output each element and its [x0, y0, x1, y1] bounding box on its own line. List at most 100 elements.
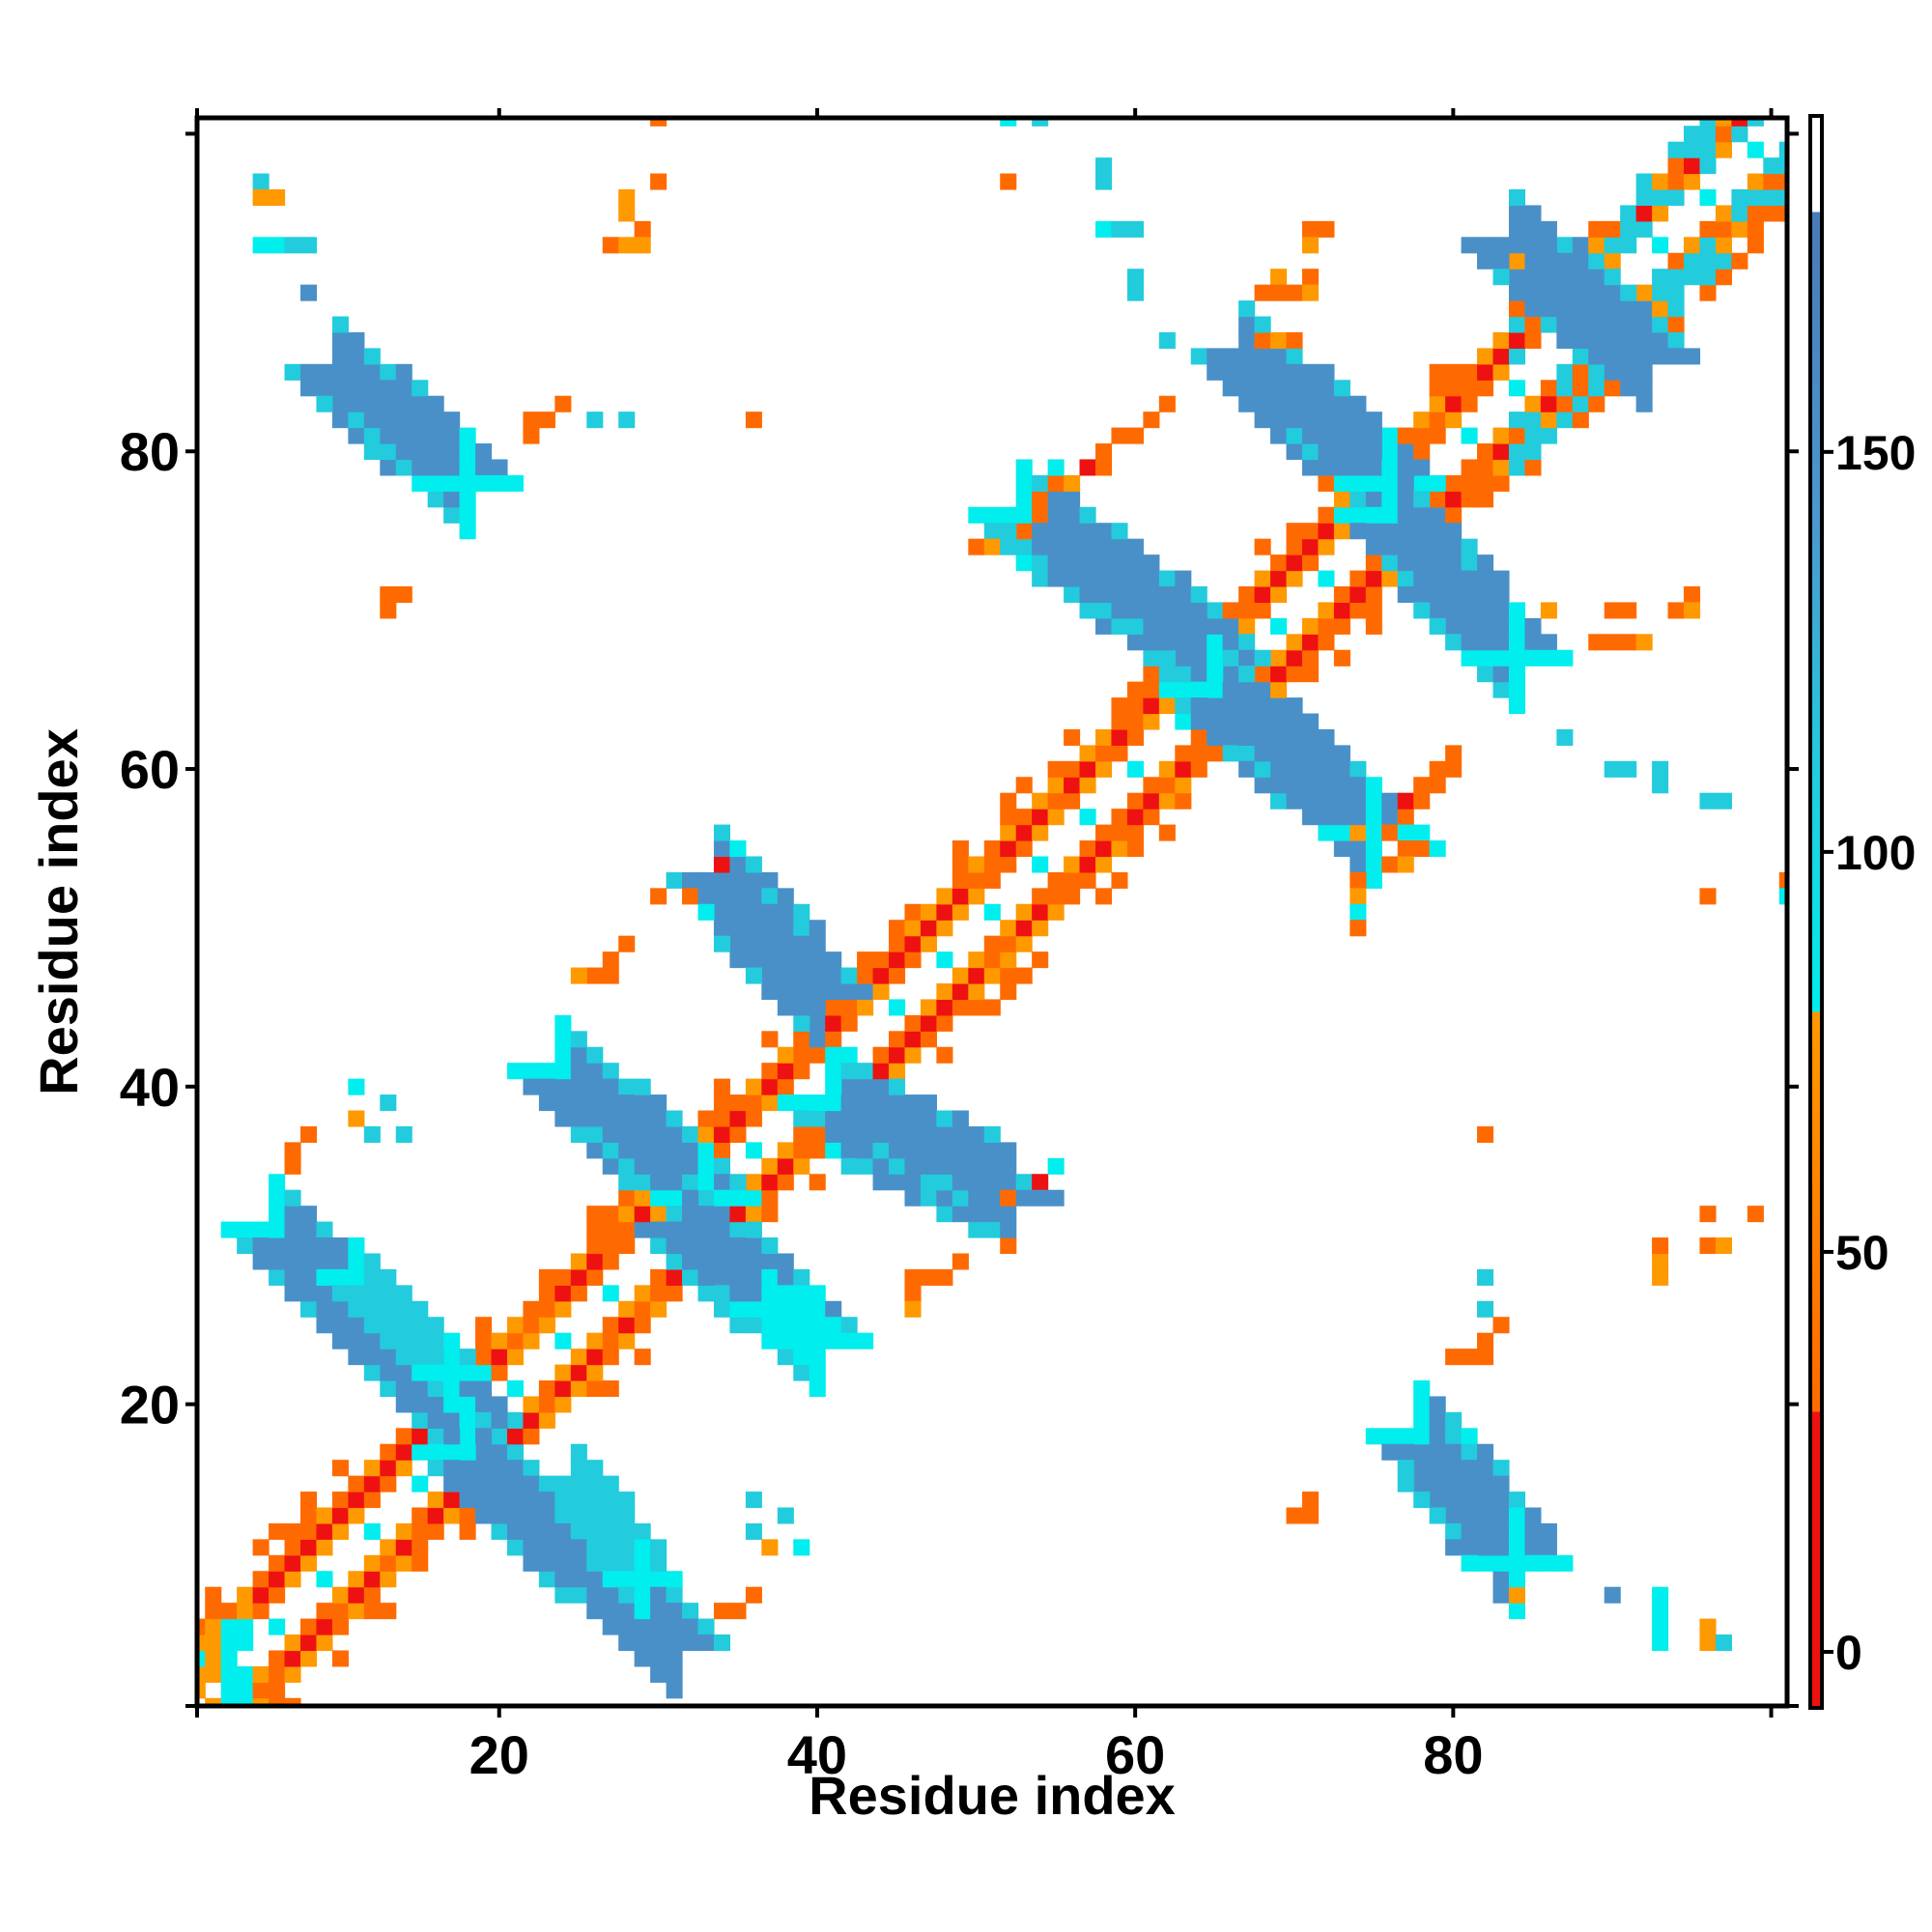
heatmap-cell: [1318, 634, 1335, 651]
x-tick-label: 40: [787, 1724, 847, 1785]
heatmap-cell: [1286, 666, 1303, 683]
heatmap-cell: [920, 920, 937, 937]
heatmap-cell: [586, 1475, 604, 1492]
heatmap-cell: [506, 1443, 525, 1461]
heatmap-cell: [729, 1285, 747, 1302]
heatmap-cell: [1699, 1634, 1717, 1652]
heatmap-cell: [1175, 617, 1192, 635]
heatmap-cell: [1747, 141, 1764, 158]
heatmap-cell: [459, 506, 476, 524]
heatmap-cell: [1445, 538, 1463, 555]
heatmap-cell: [205, 1665, 222, 1683]
heatmap-cell: [1667, 141, 1685, 158]
heatmap-cell: [1620, 760, 1637, 778]
heatmap-cell: [1158, 585, 1176, 604]
heatmap-cell: [459, 1475, 476, 1492]
heatmap-cell: [1079, 871, 1096, 889]
heatmap-cell: [602, 1539, 619, 1556]
heatmap-cell: [1301, 237, 1320, 254]
heatmap-cell: [395, 1554, 412, 1572]
heatmap-cell: [618, 1603, 636, 1620]
heatmap-cell: [1333, 506, 1350, 524]
heatmap-cell: [618, 1634, 636, 1652]
heatmap-cell: [745, 1253, 762, 1270]
heatmap-cell: [1635, 395, 1653, 412]
heatmap-cell: [1477, 1539, 1494, 1556]
heatmap-cell: [1000, 982, 1017, 1001]
heatmap-cell: [1143, 697, 1160, 715]
heatmap-cell: [237, 1634, 254, 1652]
heatmap-cell: [1620, 380, 1637, 397]
heatmap-cell: [936, 1142, 953, 1159]
heatmap-cell: [1333, 649, 1350, 667]
heatmap-cell: [570, 1253, 587, 1270]
colorbar-scale: [1808, 114, 1824, 1710]
heatmap-cell: [1318, 523, 1335, 540]
heatmap-cell: [1207, 617, 1224, 635]
heatmap-cell: [602, 1094, 619, 1112]
heatmap-cell: [1301, 443, 1320, 461]
heatmap-cell: [1445, 1539, 1463, 1556]
heatmap-cell: [1413, 474, 1431, 492]
heatmap-cell: [729, 1300, 747, 1318]
heatmap-cell: [1158, 760, 1176, 778]
heatmap-cell: [777, 1094, 794, 1112]
heatmap-cell: [586, 967, 604, 984]
heatmap-cell: [968, 871, 985, 889]
heatmap-cell: [1301, 713, 1320, 730]
heatmap-cell: [1333, 840, 1350, 858]
heatmap-cell: [570, 1046, 587, 1064]
heatmap-cell: [554, 1268, 572, 1286]
heatmap-cell: [1429, 1492, 1446, 1509]
heatmap-cell: [602, 1142, 619, 1159]
heatmap-cell: [936, 1046, 953, 1064]
heatmap-cell: [729, 1237, 747, 1255]
heatmap-cell: [1477, 1460, 1494, 1477]
heatmap-cell: [506, 1460, 525, 1477]
heatmap-cell: [1301, 363, 1320, 381]
heatmap-cell: [602, 1157, 619, 1175]
heatmap-cell: [586, 1125, 604, 1143]
heatmap-cell: [1015, 523, 1033, 540]
heatmap-cell: [363, 1285, 381, 1302]
heatmap-cell: [1365, 459, 1382, 476]
heatmap-cell: [1175, 792, 1192, 810]
heatmap-cell: [697, 1634, 715, 1652]
heatmap-cell: [491, 1396, 508, 1413]
heatmap-cell: [1094, 173, 1113, 190]
heatmap-cell: [618, 1507, 636, 1524]
heatmap-cell: [363, 412, 381, 429]
heatmap-cell: [1620, 300, 1637, 318]
heatmap-cell: [412, 1317, 429, 1334]
heatmap-cell: [1556, 237, 1574, 254]
heatmap-cell: [380, 1603, 397, 1620]
heatmap-cell: [1222, 649, 1239, 667]
heatmap-cell: [840, 1332, 858, 1350]
heatmap-cell: [395, 1349, 412, 1366]
heatmap-cell: [983, 1125, 1001, 1143]
heatmap-cell: [1270, 666, 1288, 683]
heatmap-cell: [1445, 1492, 1463, 1509]
heatmap-cell: [252, 1586, 270, 1604]
heatmap-cell: [491, 474, 508, 492]
heatmap-cell: [284, 1268, 301, 1286]
heatmap-cell: [380, 1475, 397, 1492]
heatmap-cell: [586, 1586, 604, 1604]
heatmap-cell: [777, 1174, 794, 1191]
heatmap-cell: [205, 1634, 222, 1652]
heatmap-cell: [793, 952, 810, 969]
heatmap-cell: [1238, 380, 1256, 397]
heatmap-cell: [825, 1046, 842, 1064]
heatmap-cell: [618, 1174, 636, 1191]
heatmap-cell: [1333, 792, 1350, 810]
heatmap-cell: [1508, 188, 1526, 207]
heatmap-cell: [1508, 1603, 1526, 1620]
heatmap-cell: [284, 1571, 301, 1588]
heatmap-cell: [1254, 649, 1271, 667]
heatmap-cell: [713, 1253, 731, 1270]
heatmap-cell: [395, 1522, 412, 1540]
heatmap-cell: [443, 1428, 461, 1445]
heatmap-cell: [682, 1268, 699, 1286]
heatmap-cell: [331, 331, 349, 349]
heatmap-cell: [1620, 284, 1637, 301]
